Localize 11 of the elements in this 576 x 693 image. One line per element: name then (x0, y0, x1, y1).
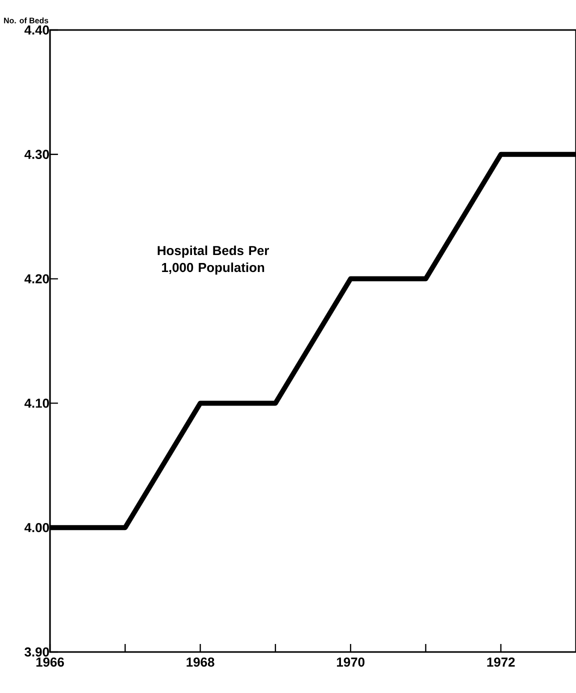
y-tick-label: 4.00 (24, 523, 49, 532)
y-tick-label: 4.30 (24, 150, 49, 159)
y-tick-label: 4.20 (24, 274, 49, 284)
x-tick-label: 1966 (36, 658, 64, 667)
y-tick-label: 4.10 (24, 398, 49, 408)
y-tick-label: 3.90 (24, 647, 49, 657)
text: Hospital Beds Per 1,000 Population (158, 246, 269, 275)
x-tick-label: 1970 (336, 658, 364, 667)
y-tick-label: 4.40 (24, 25, 49, 35)
x-tick-label: 1972 (487, 658, 515, 667)
x-tick-label: 1968 (186, 658, 214, 667)
